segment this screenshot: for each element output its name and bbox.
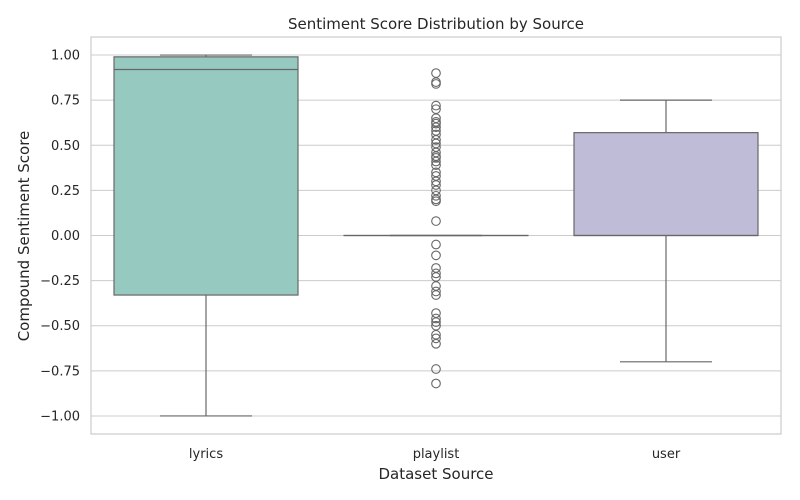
- outlier-point: [431, 333, 441, 344]
- box-series: [113, 54, 759, 417]
- y-tick-label: −1.00: [40, 409, 80, 424]
- outlier-point: [431, 364, 441, 374]
- y-tick-label: 0.25: [51, 184, 80, 199]
- x-axis-label: Dataset Source: [378, 465, 493, 483]
- x-tick-label: playlist: [413, 447, 460, 462]
- y-tick-label: −0.50: [40, 319, 80, 334]
- y-tick-label: 1.00: [51, 49, 80, 64]
- outlier-point: [431, 100, 441, 111]
- outlier-point: [431, 268, 441, 279]
- x-tick-label: user: [652, 447, 681, 462]
- outlier-point: [431, 160, 441, 170]
- box-playlist: [343, 68, 529, 389]
- outlier-point: [431, 239, 441, 250]
- outlier-point: [431, 190, 441, 201]
- x-tick-labels: lyrics playlist user: [189, 447, 681, 462]
- y-tick-label: −0.25: [40, 274, 80, 289]
- y-tick-label: 0.50: [51, 139, 80, 154]
- x-tick-label: lyrics: [189, 447, 223, 462]
- outlier-point: [431, 122, 441, 133]
- outlier-point: [431, 79, 441, 89]
- outlier-point: [431, 156, 441, 167]
- outlier-point: [431, 286, 441, 297]
- box-user: [573, 99, 759, 363]
- y-tick-label: 0.00: [51, 229, 80, 244]
- y-tick-label: −0.75: [40, 364, 80, 379]
- outlier-point: [431, 180, 441, 190]
- iqr-box: [113, 56, 299, 296]
- outlier-point: [431, 153, 441, 163]
- outlier-point: [431, 317, 441, 327]
- outlier-point: [431, 135, 441, 145]
- outlier-point: [431, 118, 441, 129]
- outlier-point: [431, 216, 441, 226]
- outlier-point: [431, 196, 441, 207]
- box-lyrics: [113, 54, 299, 417]
- chart-title: Sentiment Score Distribution by Source: [288, 15, 584, 33]
- outlier-point: [431, 290, 441, 300]
- outlier-point: [431, 378, 441, 389]
- outlier-point: [431, 313, 441, 324]
- iqr-box: [573, 132, 759, 237]
- y-axis-label: Compound Sentiment Score: [15, 131, 33, 342]
- outlier-point: [431, 250, 441, 261]
- outlier-point: [431, 338, 441, 349]
- y-tick-label: 0.75: [51, 94, 80, 109]
- y-tick-labels: 1.00 0.75 0.50 0.25 0.00 −0.25 −0.50 −0.75 −1.00: [40, 49, 80, 425]
